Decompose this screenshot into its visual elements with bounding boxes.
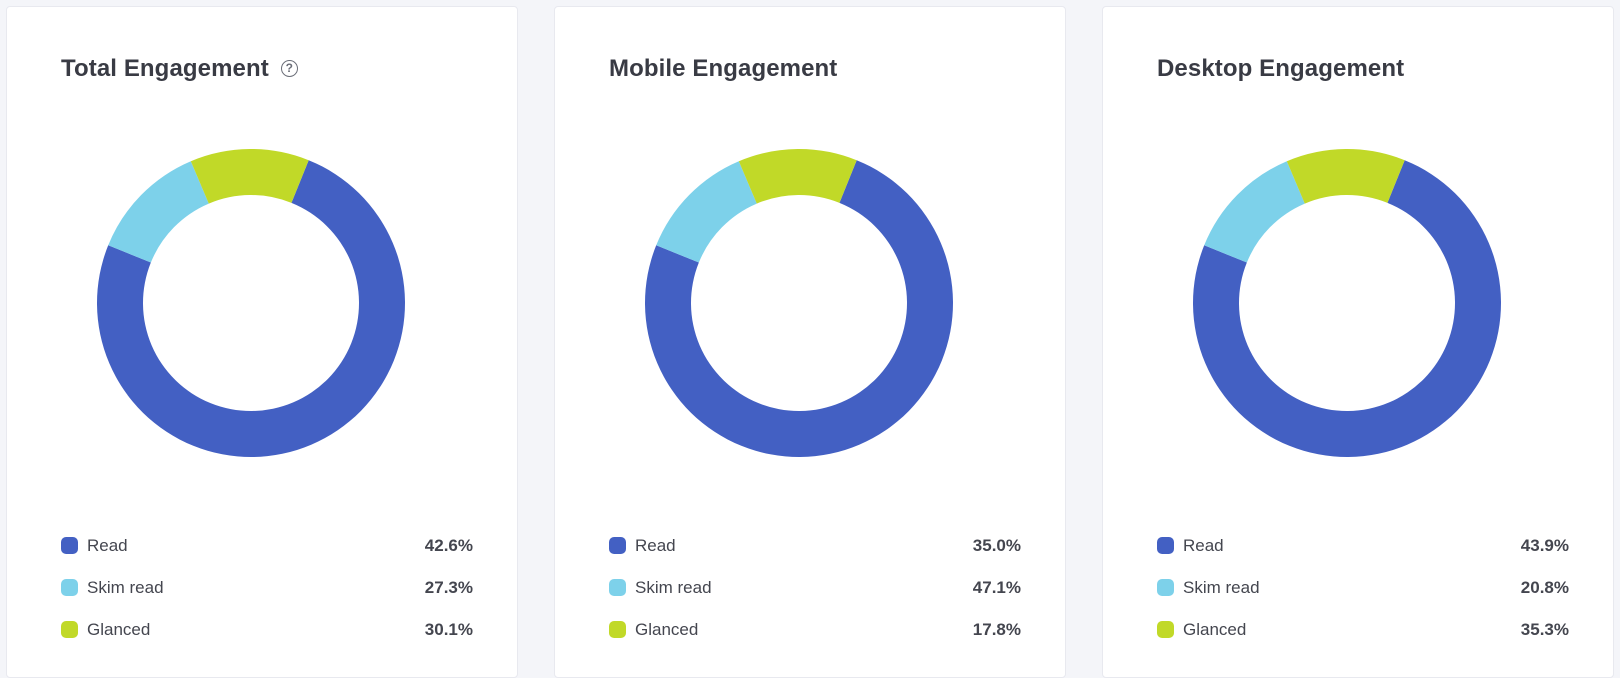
read-swatch (609, 537, 626, 554)
legend-item-skim-read: Skim read 27.3% (61, 569, 473, 611)
legend-item-glanced: Glanced 35.3% (1157, 611, 1569, 653)
mobile-engagement-card: Mobile Engagement Read 35.0% Skim read 4… (554, 6, 1066, 678)
legend-label: Glanced (87, 620, 151, 639)
desktop-engagement-donut (1193, 149, 1501, 457)
skim-read-slice[interactable] (1204, 161, 1305, 263)
card-title-text: Total Engagement (61, 55, 269, 82)
skim-read-slice[interactable] (656, 161, 757, 263)
legend: Read 35.0% Skim read 47.1% Glanced 17.8% (609, 527, 1021, 653)
read-slice[interactable] (96, 160, 405, 457)
glanced-slice[interactable] (190, 149, 309, 204)
glanced-swatch (61, 621, 78, 638)
legend-item-read: Read 35.0% (609, 527, 1021, 569)
help-icon[interactable]: ? (280, 60, 298, 77)
legend-value: 30.1% (424, 620, 473, 639)
glanced-slice[interactable] (738, 149, 857, 204)
legend-item-glanced: Glanced 30.1% (61, 611, 473, 653)
card-title: Mobile Engagement (609, 55, 838, 82)
legend-value: 20.8% (1520, 578, 1569, 597)
legend-label: Skim read (87, 578, 164, 597)
glanced-slice[interactable] (1286, 149, 1405, 204)
skim-read-swatch (61, 579, 78, 596)
desktop-engagement-card: Desktop Engagement Read 43.9% Skim read … (1102, 6, 1614, 678)
legend: Read 42.6% Skim read 27.3% Glanced 30.1% (61, 527, 473, 653)
legend-item-read: Read 42.6% (61, 527, 473, 569)
legend-label: Skim read (1183, 578, 1260, 597)
skim-read-swatch (1157, 579, 1174, 596)
glanced-swatch (1157, 621, 1174, 638)
glanced-swatch (609, 621, 626, 638)
read-slice[interactable] (1193, 160, 1501, 457)
legend-label: Read (87, 536, 128, 555)
legend-value: 17.8% (972, 620, 1021, 639)
mobile-engagement-donut (645, 149, 953, 457)
read-slice[interactable] (645, 160, 953, 457)
legend-label: Skim read (635, 578, 712, 597)
legend-value: 27.3% (424, 578, 473, 597)
skim-read-swatch (609, 579, 626, 596)
legend-value: 42.6% (424, 536, 473, 555)
legend-item-glanced: Glanced 17.8% (609, 611, 1021, 653)
total-engagement-donut (96, 149, 405, 457)
legend-value: 35.0% (972, 536, 1021, 555)
legend-label: Read (1183, 536, 1224, 555)
legend-label: Read (635, 536, 676, 555)
legend-label: Glanced (1183, 620, 1247, 639)
card-title: Desktop Engagement (1157, 55, 1405, 82)
read-swatch (61, 537, 78, 554)
legend-value: 35.3% (1520, 620, 1569, 639)
legend: Read 43.9% Skim read 20.8% Glanced 35.3% (1157, 527, 1569, 653)
legend-item-read: Read 43.9% (1157, 527, 1569, 569)
card-title: Total Engagement? (61, 55, 298, 83)
legend-item-skim-read: Skim read 20.8% (1157, 569, 1569, 611)
legend-item-skim-read: Skim read 47.1% (609, 569, 1021, 611)
total-engagement-card: Total Engagement? Read 42.6% Skim read 2… (6, 6, 518, 678)
skim-read-slice[interactable] (108, 161, 209, 263)
legend-label: Glanced (635, 620, 699, 639)
read-swatch (1157, 537, 1174, 554)
legend-value: 47.1% (972, 578, 1021, 597)
legend-value: 43.9% (1520, 536, 1569, 555)
